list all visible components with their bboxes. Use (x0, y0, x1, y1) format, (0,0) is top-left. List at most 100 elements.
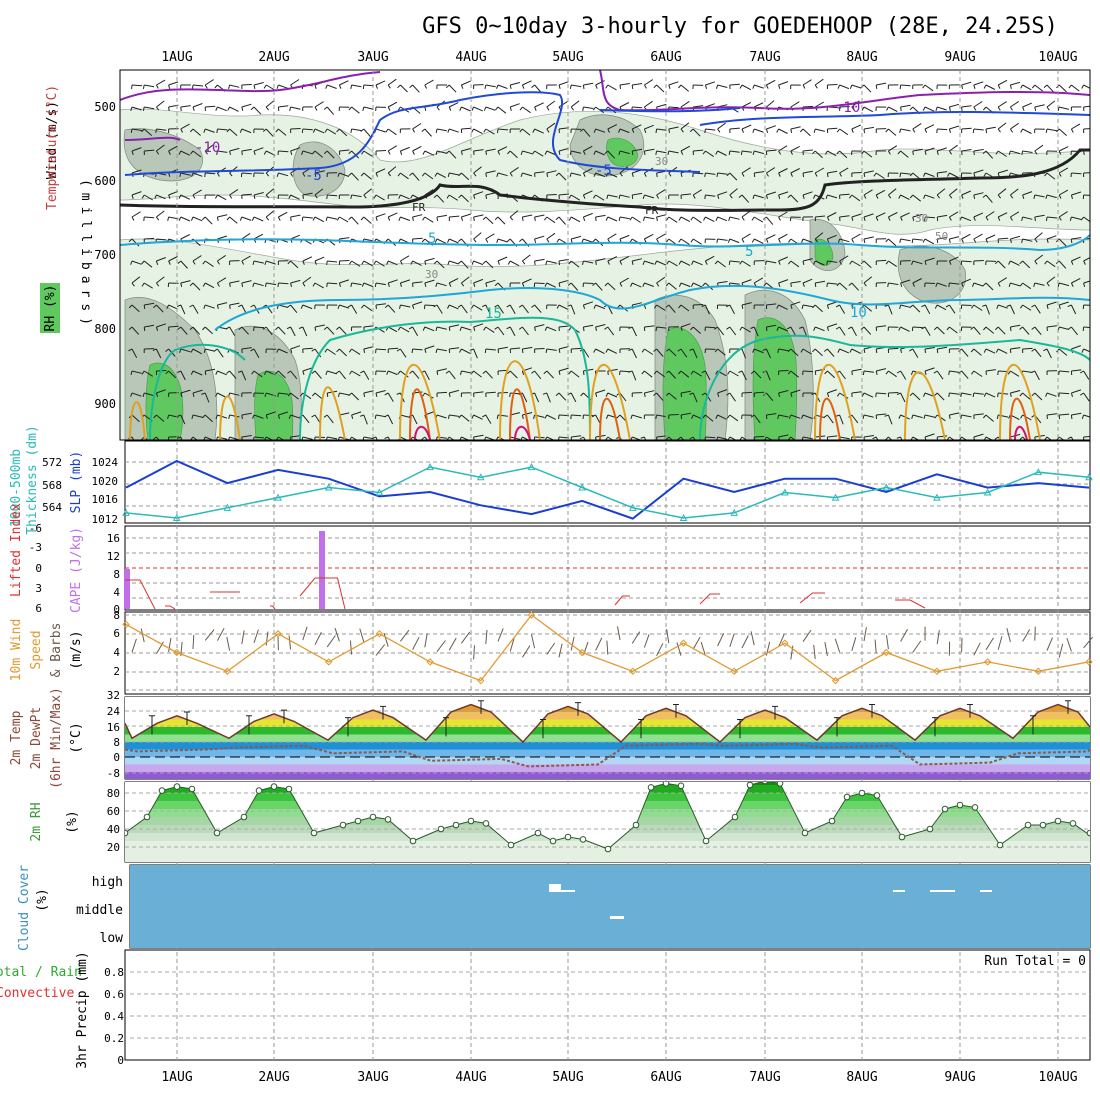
wind-barb (400, 326, 410, 333)
wind-barb (766, 392, 774, 402)
wind-barb (1010, 188, 1019, 196)
tick-p04: 0.4 (104, 1010, 124, 1023)
wind-barb (704, 304, 710, 315)
tick-tm8: -8 (107, 767, 120, 780)
wind-barb-flag (506, 304, 511, 308)
wind-barb-flag (412, 128, 416, 133)
wind-barb-flag (997, 282, 1001, 287)
wind-barb-flag (924, 260, 927, 266)
wind-barb (180, 389, 191, 394)
wind-barb-flag (885, 238, 889, 243)
wind-barb (278, 128, 287, 136)
wind-barb-flag (592, 238, 596, 243)
wind-barb (192, 370, 203, 376)
wind-barb (229, 128, 238, 136)
wind-barb-flag (847, 326, 853, 330)
wind-barb (631, 282, 642, 288)
wind-barb-flag (631, 172, 634, 177)
wind-barb (327, 194, 338, 197)
wind-barb (1071, 237, 1082, 240)
wind-barb-flag (473, 194, 476, 199)
wind-barb (436, 214, 447, 218)
wind-barb (522, 106, 531, 114)
wind-barb-flag (518, 238, 523, 242)
wind-barb-flag (753, 172, 756, 178)
wind-barb-flag (668, 172, 672, 177)
rh-marker (452, 821, 460, 829)
wind-barb (485, 414, 492, 424)
wind-barb-flag (579, 436, 584, 440)
wind-barb (497, 106, 507, 114)
wind-barb (583, 282, 594, 284)
wind-barb (351, 304, 358, 314)
wind-barb-flag (483, 128, 487, 133)
precip-panel: Run Total = 0 0.8 0.6 0.4 0.2 0 Total / … (0, 951, 1090, 1069)
wind-barb-flag (569, 84, 572, 90)
wind-barb-flag (1010, 194, 1014, 199)
wind-barb (168, 145, 178, 152)
wind-barb-flag (422, 150, 426, 155)
contour-label-1: -10 (195, 140, 220, 156)
wind-barb-flag (409, 172, 413, 176)
wind-barb (936, 326, 945, 335)
wind-barb-flag (251, 370, 255, 375)
wind-barb-flag (241, 282, 244, 288)
wind-barb-flag (982, 414, 987, 419)
wind-barb-flag (253, 194, 256, 200)
wind-barb (863, 260, 872, 269)
tick-cape-4: 4 (113, 586, 120, 599)
wind-barb (839, 348, 849, 354)
ylabel-cloud-unit: (%) (35, 888, 50, 911)
wind-barb-flag (241, 106, 244, 112)
wind-barb (668, 282, 677, 290)
wind-barb-flag (778, 84, 781, 89)
wind-barb-flag (863, 282, 867, 287)
tick-li-m6: -6 (29, 522, 42, 535)
tick-label-bottom-1: 1AUG (161, 1070, 192, 1085)
wind-barb (290, 370, 298, 380)
wind-barb-flag (655, 128, 658, 133)
wind-barb (1083, 414, 1090, 418)
wind-barb (778, 81, 789, 86)
wind-barb-flag (1045, 392, 1048, 397)
wind-barb (583, 301, 594, 306)
wind-barb-flag (912, 128, 916, 133)
wind-barb (1058, 146, 1069, 152)
wind-barb (961, 414, 972, 418)
wind-barb-flag (738, 370, 743, 374)
wind-marker (426, 658, 434, 666)
wind-barb (583, 324, 594, 328)
thickness-marker (679, 513, 688, 521)
wind-barb (632, 258, 643, 262)
wind-barb (1071, 191, 1082, 196)
wind-barb (278, 348, 288, 354)
wind-barb-flag (348, 172, 352, 177)
wind-barb-flag (558, 84, 561, 89)
wind-barb-flag (189, 326, 194, 330)
wind-barb-flag (911, 414, 914, 419)
wind-barb-flag (800, 348, 804, 353)
wind-barb-flag (691, 414, 694, 419)
wind-barb-flag (776, 326, 780, 331)
wind-barb-flag (790, 128, 793, 134)
wind-barb (241, 370, 247, 381)
wind-barb-flag (997, 84, 1001, 89)
wind-barb (510, 412, 521, 416)
wind-barb-flag (702, 282, 706, 287)
wind-barb-flag (165, 348, 169, 352)
wind-barb (595, 214, 606, 218)
wind-barb-flag (473, 172, 477, 177)
wind-barb-flag (839, 260, 843, 265)
wind-barb (717, 260, 726, 268)
wind-barb-flag (899, 238, 902, 244)
wind-barb-flag (252, 260, 255, 266)
wind-barb (741, 124, 752, 130)
wind-barb (522, 172, 533, 177)
wind-barb-flag (262, 304, 267, 308)
wind-barb (375, 436, 378, 440)
wind-barb (448, 84, 457, 93)
wind-barb-flag (250, 348, 255, 352)
tick-w4: 4 (113, 646, 120, 659)
wind-barb (400, 436, 408, 440)
wind-barb-flag (384, 392, 389, 396)
